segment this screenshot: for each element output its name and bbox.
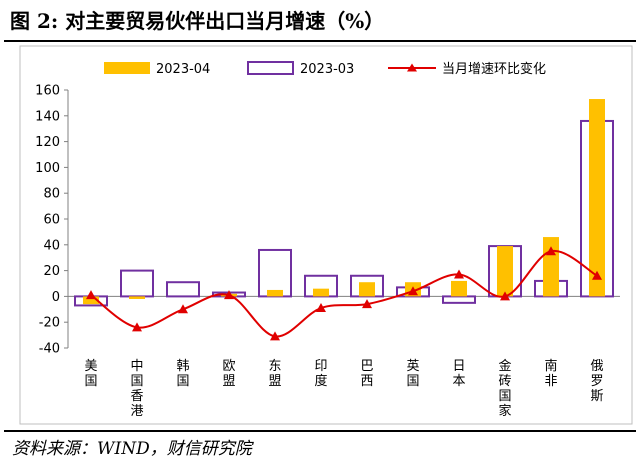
title-rule [4, 40, 636, 42]
bar-2023-04 [267, 289, 283, 297]
bar-2023-04 [313, 288, 329, 297]
bar-2023-04 [359, 282, 375, 297]
bar-2023-04 [589, 99, 605, 297]
bar-2023-03 [350, 274, 384, 298]
y-tick-label: 80 [43, 187, 60, 202]
bar-2023-03 [120, 269, 154, 298]
bar-2023-03 [304, 274, 338, 298]
line-point-marker [178, 304, 188, 314]
line-point-marker [362, 299, 372, 309]
x-category-label: 英国 [406, 359, 419, 389]
y-tick-label: -40 [39, 342, 60, 357]
x-category-label: 印度 [314, 359, 327, 389]
bar-2023-04 [451, 280, 467, 297]
y-tick-label: 160 [35, 84, 60, 99]
legend-label-2023-03: 2023-03 [300, 62, 354, 77]
bar-2023-03 [166, 281, 200, 298]
bar-2023-03 [258, 248, 292, 298]
line-point-marker [132, 322, 142, 332]
x-category-label: 欧盟 [222, 359, 235, 389]
chart-title: 图 2: 对主要贸易伙伴出口当月增速（%） [10, 9, 385, 33]
line-point-marker [316, 303, 326, 313]
legend-swatch-2023-03 [247, 61, 294, 75]
y-tick-label: 140 [35, 109, 60, 124]
bar-2023-04 [83, 296, 99, 305]
line-point-marker [408, 286, 418, 296]
x-category-label: 南非 [544, 358, 557, 389]
legend-marker-triangle [407, 63, 417, 72]
chart: 2023-04 2023-03 当月增速环比变化 -40 -20 0 20 40 60 80… [19, 45, 633, 425]
legend: 2023-04 2023-03 当月增速环比变化 [104, 61, 546, 77]
x-category-label: 巴西 [360, 359, 373, 389]
bar-2023-04 [497, 246, 513, 297]
change-line [86, 246, 602, 341]
line-point-marker [546, 246, 556, 256]
line-point-marker [270, 331, 280, 341]
line-point-marker [500, 291, 510, 301]
y-tick-label: -20 [39, 316, 60, 331]
x-category-label: 韩国 [176, 359, 189, 389]
y-tick-label: 100 [35, 161, 60, 176]
y-tick-label: 120 [35, 135, 60, 150]
line-point-marker [86, 290, 96, 300]
source-rule [4, 430, 636, 432]
line-point-marker [592, 270, 602, 280]
legend-label-2023-04: 2023-04 [156, 62, 210, 77]
y-tick-label: 40 [43, 238, 60, 253]
bars [74, 99, 614, 307]
legend-label-mom: 当月增速环比变化 [442, 61, 546, 77]
y-tick-label: 20 [43, 264, 60, 279]
bar-2023-04 [129, 296, 145, 299]
x-category-label: 金砖国家 [498, 358, 511, 419]
bar-2023-03 [442, 295, 476, 304]
x-category-label: 中国香港 [130, 359, 143, 419]
bar-2023-04 [543, 237, 559, 297]
y-axis: -40 -20 0 20 40 60 80 100 120 140 160 [35, 84, 69, 357]
chart-border [19, 45, 633, 425]
y-tick-label: 0 [52, 290, 60, 305]
source-note: 资料来源：WIND，财信研究院 [12, 439, 252, 459]
x-category-label: 东盟 [268, 359, 281, 389]
y-tick-label: 60 [43, 213, 60, 228]
line-point-marker [454, 269, 464, 279]
x-category-label: 美国 [84, 359, 97, 389]
x-category-label: 俄罗斯 [590, 359, 603, 404]
legend-swatch-2023-04 [104, 62, 150, 74]
x-axis: 美国 中国香港 韩国 欧盟 东盟 印度 巴西 英国 日本 金砖国家 南非 俄罗斯 [68, 295, 620, 419]
line-point-marker [224, 290, 234, 300]
x-category-label: 日本 [452, 359, 465, 389]
